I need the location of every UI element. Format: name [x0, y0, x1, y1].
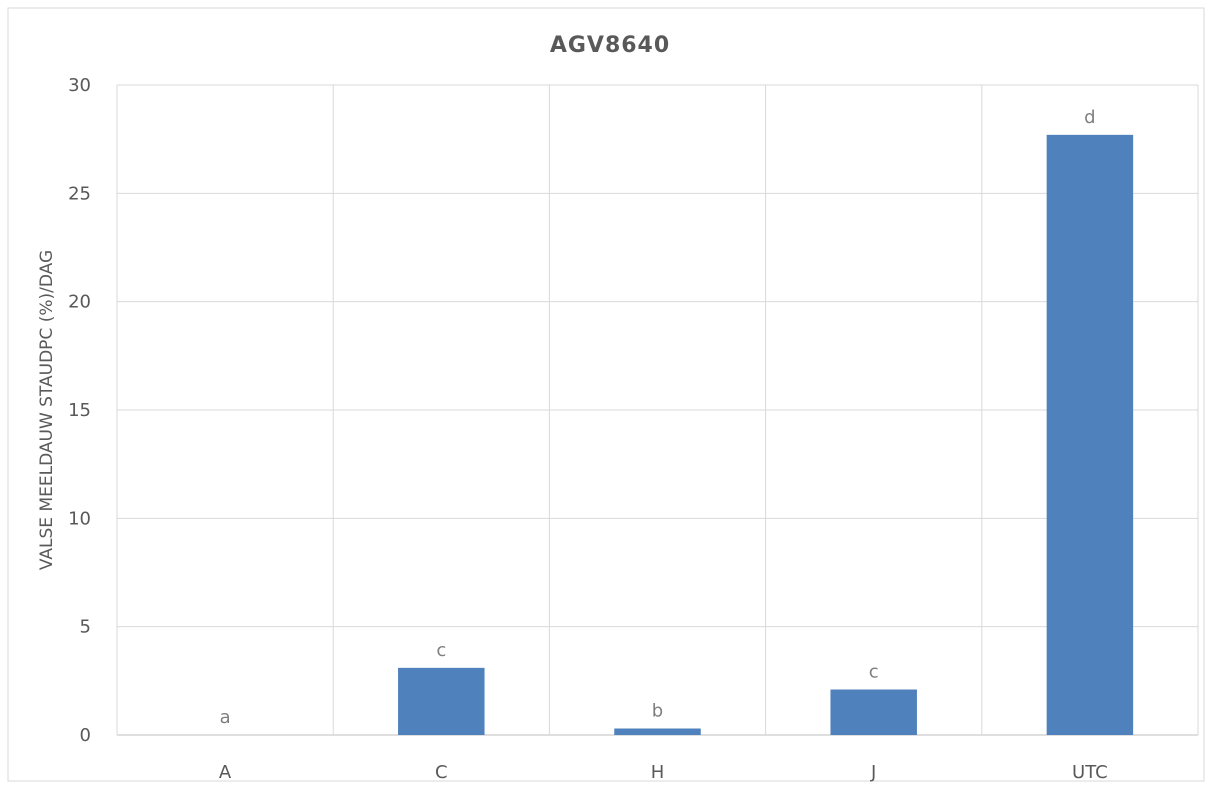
- x-tick-label: A: [219, 762, 232, 783]
- y-tick-label: 15: [68, 400, 91, 421]
- y-tick-label: 0: [80, 725, 91, 746]
- bar-data-label: a: [220, 707, 231, 728]
- data-labels: a c b c d: [220, 107, 1096, 728]
- bars: [398, 134, 1134, 736]
- bar-data-label: c: [436, 640, 446, 661]
- x-tick-label: UTC: [1072, 762, 1108, 783]
- bar: [614, 728, 701, 735]
- x-tick-label: C: [435, 762, 448, 783]
- gridlines: [116, 84, 1199, 736]
- chart-border: [7, 7, 1205, 782]
- bar-data-label: d: [1084, 107, 1095, 128]
- y-tick-label: 30: [68, 75, 91, 96]
- y-tick-label: 10: [68, 508, 91, 529]
- x-tick-label: J: [870, 762, 876, 783]
- bar: [398, 667, 485, 735]
- bar: [830, 689, 917, 735]
- chart-title: AGV8640: [550, 33, 670, 58]
- y-axis-label: VALSE MEELDAUW STAUDPC (%)/DAG: [37, 250, 57, 570]
- bar-data-label: b: [652, 701, 663, 722]
- y-tick-label: 20: [68, 292, 91, 313]
- bar-data-label: c: [869, 662, 879, 683]
- x-tick-label: H: [651, 762, 665, 783]
- axis-ticks: 0 5 10 15 20 25 30 A C H J UTC: [68, 75, 1108, 783]
- y-tick-label: 25: [68, 183, 91, 204]
- y-tick-label: 5: [80, 617, 91, 638]
- bar: [1046, 134, 1134, 736]
